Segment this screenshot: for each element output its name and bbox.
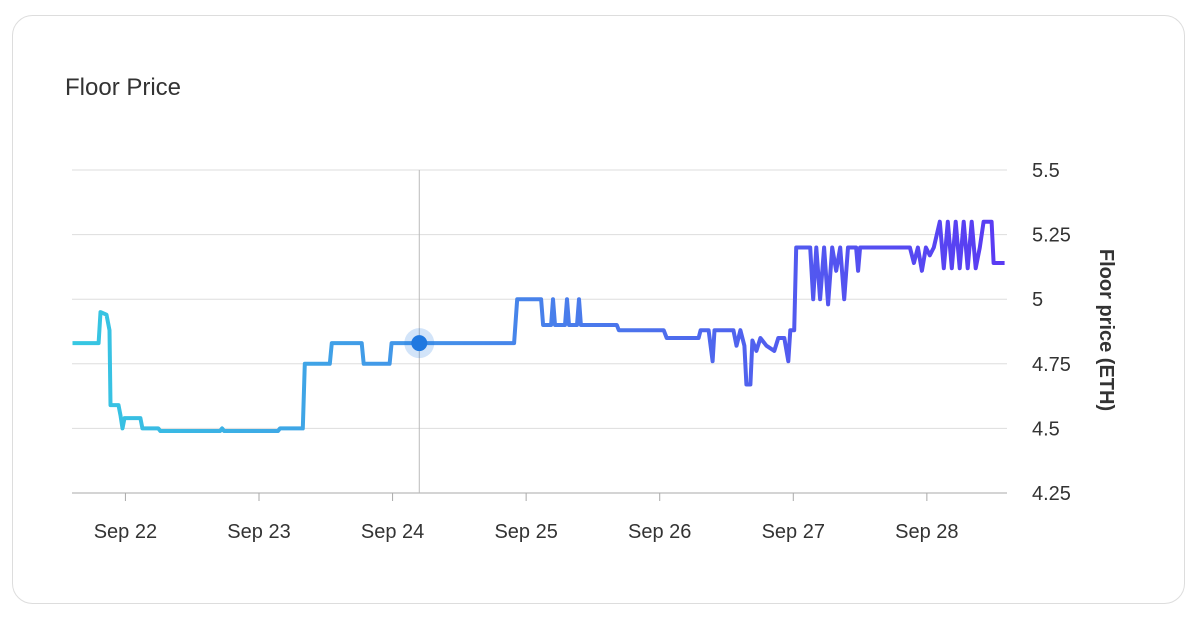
- x-tick-label: Sep 27: [762, 521, 825, 543]
- y-tick-label: 4.5: [1032, 418, 1060, 440]
- card: [12, 15, 1185, 604]
- y-axis-label: Floor price (ETH): [1095, 249, 1117, 411]
- x-tick-label: Sep 26: [628, 521, 691, 543]
- y-tick-label: 4.75: [1032, 354, 1071, 376]
- x-tick-label: Sep 22: [94, 521, 157, 543]
- y-tick-label: 5: [1032, 289, 1043, 311]
- y-tick-label: 4.25: [1032, 483, 1071, 505]
- chart-title: Floor Price: [65, 74, 181, 101]
- x-tick-label: Sep 24: [361, 521, 424, 543]
- y-tick-label: 5.25: [1032, 225, 1071, 247]
- highlight-point: [411, 335, 428, 352]
- line: [72, 219, 1005, 433]
- x-tick-label: Sep 25: [494, 521, 557, 543]
- y-tick-label: 5.5: [1032, 160, 1060, 182]
- x-tick-label: Sep 28: [895, 521, 958, 543]
- x-tick-label: Sep 23: [227, 521, 290, 543]
